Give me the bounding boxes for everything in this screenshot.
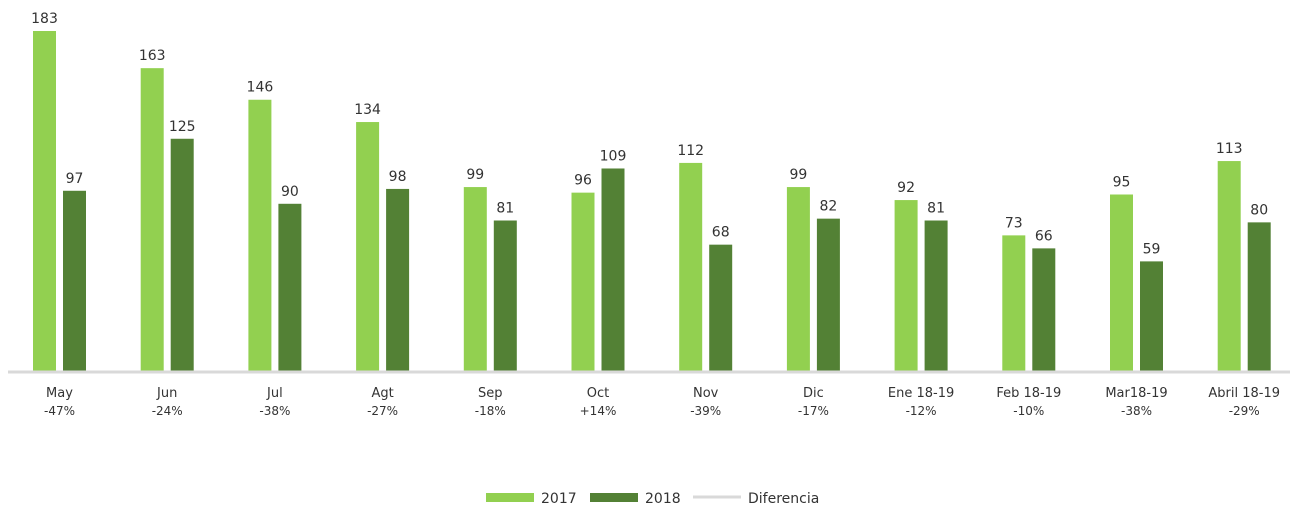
legend: 2017 2018 Diferencia: [486, 491, 819, 507]
bar-2018-10: [1140, 261, 1163, 371]
legend-label-2018: 2018: [645, 491, 681, 507]
bar-2018-2: [278, 203, 302, 371]
value-label-2018-11: 80: [1250, 202, 1268, 218]
value-label-2018-1: 125: [169, 119, 196, 135]
bar-2018-5: [601, 168, 625, 371]
bar-2017-8: [894, 200, 918, 371]
bar-2017-10: [1110, 194, 1133, 371]
diferencia-label-4: -18%: [475, 404, 506, 418]
bar-2018-11: [1247, 222, 1271, 371]
legend-swatch-2017: [486, 493, 534, 502]
value-label-2018-2: 90: [281, 184, 299, 200]
diferencia-label-5: +14%: [580, 404, 617, 418]
value-label-2017-1: 163: [139, 48, 166, 64]
category-label-2: Jul: [266, 386, 283, 401]
diferencia-label-10: -38%: [1121, 404, 1152, 418]
value-label-2017-11: 113: [1216, 141, 1243, 157]
value-label-2018-7: 82: [819, 199, 837, 215]
category-label-8: Ene 18-19: [888, 386, 954, 401]
category-label-10: Mar18-19: [1105, 386, 1167, 401]
bar-2018-3: [386, 188, 410, 371]
bar-2018-6: [709, 244, 733, 371]
value-label-2018-10: 59: [1143, 241, 1161, 257]
value-label-2018-3: 98: [389, 169, 407, 185]
category-label-6: Nov: [693, 386, 719, 401]
value-label-2018-0: 97: [66, 171, 84, 187]
value-label-2017-3: 134: [354, 102, 381, 118]
bar-2018-9: [1032, 248, 1056, 371]
value-label-2017-8: 92: [897, 180, 915, 196]
bar-2017-6: [679, 162, 703, 371]
category-label-5: Oct: [587, 386, 609, 401]
legend-label-2017: 2017: [541, 491, 577, 507]
category-label-0: May: [46, 386, 73, 401]
bar-2017-9: [1002, 235, 1026, 371]
bar-2018-7: [816, 218, 840, 371]
value-label-2017-7: 99: [789, 167, 807, 183]
value-label-2018-8: 81: [927, 201, 945, 217]
value-label-2018-6: 68: [712, 225, 730, 241]
bar-2018-0: [63, 190, 86, 371]
diferencia-label-11: -29%: [1229, 404, 1260, 418]
labels-layer: 183 97 May -47% 163 125 Jun -24% 146 90 Jul -38% 134…: [31, 11, 1280, 418]
category-label-9: Feb 18-19: [996, 386, 1061, 401]
bar-2017-11: [1217, 161, 1241, 371]
diferencia-label-6: -39%: [690, 404, 721, 418]
category-label-4: Sep: [478, 386, 503, 401]
bar-2017-7: [786, 187, 810, 371]
value-label-2018-4: 81: [496, 201, 514, 217]
value-label-2017-6: 112: [677, 143, 704, 159]
legend-swatch-2018: [590, 493, 638, 502]
bar-2017-0: [33, 31, 56, 371]
diferencia-label-1: -24%: [152, 404, 183, 418]
diferencia-label-8: -12%: [906, 404, 937, 418]
value-label-2017-9: 73: [1005, 215, 1023, 231]
bars-layer: [33, 31, 1271, 372]
category-label-1: Jun: [156, 386, 177, 401]
value-label-2017-5: 96: [574, 173, 592, 189]
value-label-2018-5: 109: [600, 148, 627, 164]
bar-2018-1: [170, 138, 194, 371]
bar-2017-2: [248, 99, 272, 372]
legend-label-diferencia: Diferencia: [748, 491, 819, 507]
bar-2017-5: [571, 192, 595, 371]
value-label-2018-9: 66: [1035, 228, 1053, 244]
bar-2017-4: [463, 187, 487, 371]
value-label-2017-4: 99: [466, 167, 484, 183]
diferencia-label-0: -47%: [44, 404, 75, 418]
diferencia-label-2: -38%: [259, 404, 290, 418]
value-label-2017-2: 146: [247, 80, 274, 96]
category-label-11: Abril 18-19: [1208, 386, 1280, 401]
bar-2018-4: [493, 220, 517, 371]
value-label-2017-10: 95: [1113, 174, 1131, 190]
bar-2017-3: [356, 122, 380, 371]
category-label-7: Dic: [803, 386, 824, 401]
category-label-3: Agt: [371, 386, 393, 401]
diferencia-label-7: -17%: [798, 404, 829, 418]
bar-2018-8: [924, 220, 948, 371]
value-label-2017-0: 183: [31, 11, 58, 27]
diferencia-label-9: -10%: [1013, 404, 1044, 418]
diferencia-label-3: -27%: [367, 404, 398, 418]
bar-2017-1: [140, 68, 164, 371]
